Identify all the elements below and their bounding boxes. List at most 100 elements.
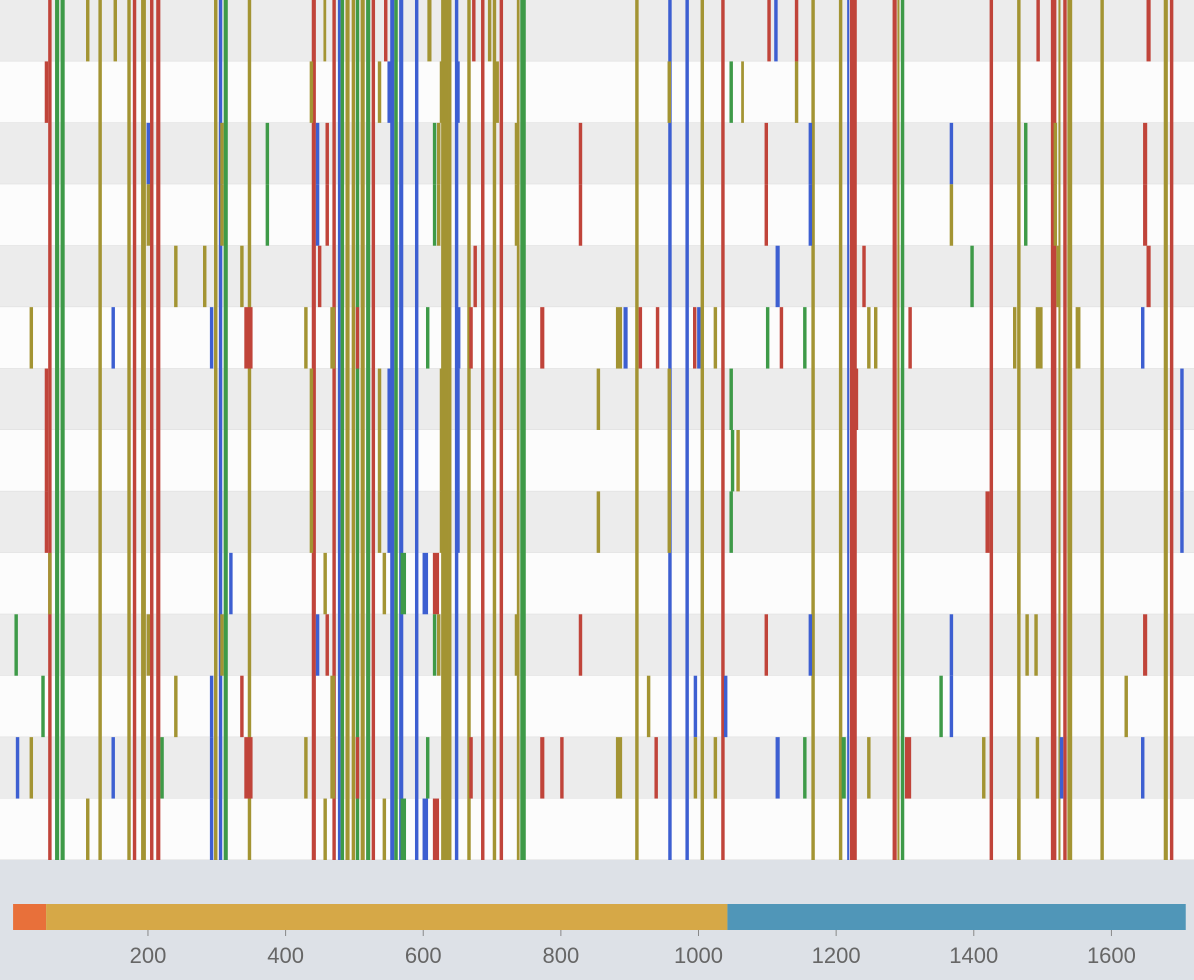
row-background [0,61,1194,123]
variant-bar [949,122,954,185]
variant-bar [904,737,912,799]
axis-tick-label: 200 [130,943,167,968]
variant-bar [382,798,387,860]
variant-bar [146,614,151,676]
variant-bar [1180,430,1184,492]
axis-tick-label: 400 [267,943,304,968]
variant-bar [949,184,954,246]
domain-segments [13,904,1186,930]
variant-bar [779,307,784,369]
variant-bar [160,737,164,799]
variant-bar [764,184,769,246]
variant-bar [244,737,253,799]
variant-bar [209,307,214,369]
variant-bar [244,307,253,369]
variant-bar [867,307,871,369]
variant-bar [1035,737,1040,799]
position-axis: 200 400 600 800 1000 1200 1400 1600 [130,930,1136,968]
variant-bar [841,737,846,799]
variant-bar [736,430,740,492]
variant-bar [775,737,780,799]
row-background [0,798,1194,860]
variant-bar [741,61,744,123]
variant-bar-conserved [247,0,252,860]
variant-bar [437,614,441,676]
variant-bar-conserved [371,0,376,860]
variant-bar [14,614,18,676]
variant-bar-conserved [492,0,497,860]
variant-bar [456,61,460,123]
variant-bar [432,614,437,676]
variant-bar-conserved [150,0,154,860]
variant-bar [220,122,224,185]
variant-bar [970,245,974,308]
variant-bar [113,0,117,62]
variant-bar [713,307,718,369]
variant-bar [86,0,90,62]
variant-bar-conserved [214,0,218,860]
variant-bar [377,368,382,430]
variant-bar-conserved [635,0,639,860]
variant-bar-conserved [223,0,228,860]
variant-bar-conserved [340,0,345,860]
variant-bar [309,61,314,123]
variant-bar [265,122,270,185]
variant-bar [456,307,461,369]
variant-bar [774,0,778,62]
variant-bars [14,0,1184,860]
axis-tick-label: 1400 [949,943,998,968]
variant-bar [304,737,308,799]
variant-bar [1017,552,1021,615]
variant-bar [400,798,407,860]
variant-bar [439,368,444,430]
variant-bar [560,737,564,799]
variant-bar [654,737,658,799]
variant-bar [765,307,770,369]
variant-bar [174,245,178,308]
variant-bar-conserved [499,0,504,860]
variant-bar [764,122,769,185]
variant-bar [693,307,697,369]
variant-bar [1024,122,1028,185]
variant-bar [323,798,327,860]
variant-bar [146,122,151,185]
variant-bar [29,737,34,799]
variant-bar [808,122,813,185]
variant-bar [330,737,336,799]
variant-bar [437,122,441,185]
variant-bar [473,245,477,308]
variant-bar-conserved [1058,0,1061,860]
variant-bar [315,122,320,185]
variant-bar [767,0,771,62]
variant-bar [667,491,671,553]
variant-bar-conserved [441,0,449,860]
variant-bar [425,737,430,799]
variant-bar [1075,307,1081,369]
variant-bar [29,307,34,369]
variant-bar [111,307,115,369]
variant-bar-conserved [132,0,137,860]
variant-bar-conserved [1017,0,1021,860]
variant-bar [377,430,382,492]
variant-bar [982,737,986,799]
variant-bar [325,122,329,185]
variant-bar [44,491,49,553]
variant-bar-conserved [60,0,65,860]
variant-bar [456,430,460,492]
variant-bar [456,491,460,553]
variant-bar [1146,0,1151,62]
domain-overview-bar[interactable] [0,904,1194,930]
axis-tick-label: 1600 [1087,943,1136,968]
variant-bar [86,798,90,860]
row-background [0,675,1194,738]
variant-bar [304,307,308,369]
variant-bar [48,552,52,615]
row-background [0,0,1194,62]
variant-bar [432,798,440,860]
variant-bar [578,614,583,676]
variant-bar [729,491,733,553]
domain-segment [13,904,47,930]
variant-bar [377,491,382,553]
variant-bar-conserved [520,0,526,860]
